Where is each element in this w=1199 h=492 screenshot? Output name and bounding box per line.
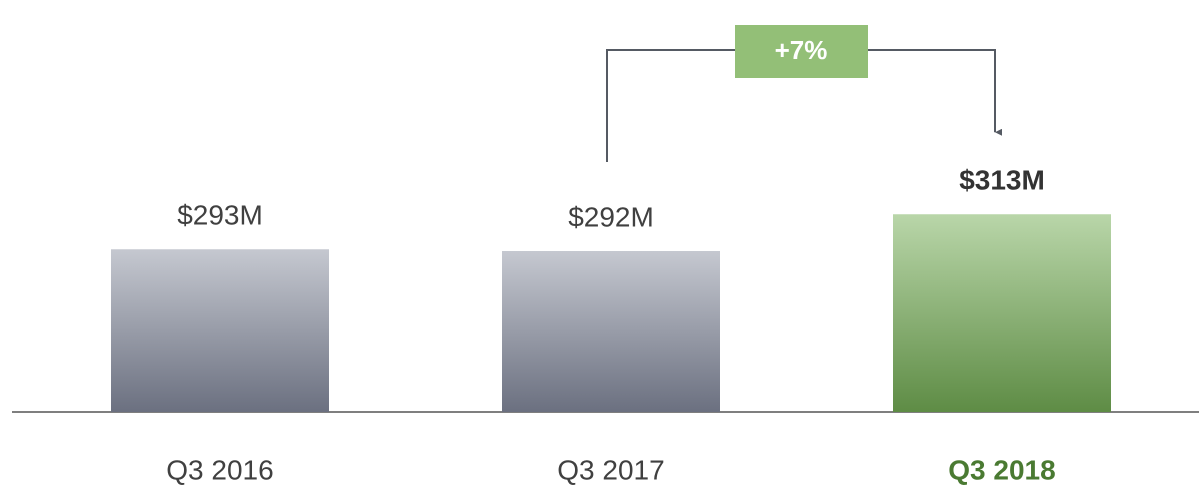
change-box: [735, 25, 868, 78]
bar: [893, 214, 1111, 412]
bar: [502, 251, 720, 412]
value-label: $293M: [177, 200, 263, 231]
bar: [111, 249, 329, 412]
category-label: Q3 2017: [557, 454, 664, 485]
category-label: Q3 2018: [948, 454, 1055, 485]
category-label: Q3 2016: [166, 454, 273, 485]
value-label: $313M: [959, 165, 1045, 196]
value-label: $292M: [568, 201, 654, 232]
change-label: +7%: [775, 35, 828, 65]
